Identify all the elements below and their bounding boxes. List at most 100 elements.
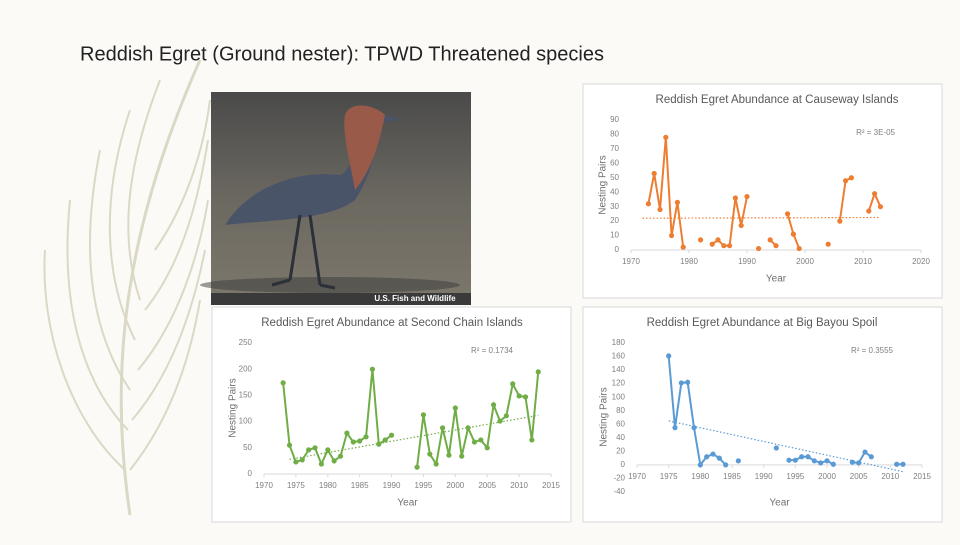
chart-panel [582, 306, 943, 523]
y-tick-label: 20 [616, 446, 625, 455]
x-tick-label: 1970 [622, 257, 640, 266]
data-point [293, 459, 299, 465]
y-tick-label: 0 [248, 469, 253, 478]
x-tick-label: 2015 [542, 481, 560, 490]
y-tick-label: 60 [616, 419, 625, 428]
data-point [786, 457, 792, 463]
y-tick-label: 50 [610, 173, 619, 182]
x-tick-label: 2000 [796, 257, 814, 266]
data-point [376, 441, 382, 447]
data-point [414, 464, 420, 470]
x-tick-label: 2000 [446, 481, 464, 490]
data-point [669, 232, 675, 239]
data-point [756, 245, 762, 252]
data-point [727, 243, 733, 249]
r-squared: R² = 0.1734 [471, 346, 514, 355]
trendline [642, 216, 881, 219]
x-tick-label: 2010 [854, 257, 872, 266]
y-tick-label: 10 [610, 231, 619, 240]
y-tick-label: 0 [615, 245, 620, 254]
y-tick-label: -20 [613, 474, 625, 483]
data-point [657, 206, 663, 213]
x-tick-label: 1970 [628, 472, 646, 481]
data-point [522, 394, 529, 400]
data-point [685, 379, 691, 385]
data-point [331, 458, 337, 464]
data-point [459, 453, 465, 459]
y-axis-title: Nesting Pairs [228, 378, 239, 437]
data-point [471, 439, 478, 445]
y-tick-label: -40 [613, 487, 625, 496]
data-point [900, 461, 906, 467]
data-point [716, 455, 722, 461]
feather-decoration [43, 59, 211, 516]
data-point [877, 204, 884, 210]
chart: Reddish Egret Abundance at Second Chain … [211, 306, 572, 523]
x-tick-label: 2010 [881, 472, 899, 481]
data-point [678, 380, 684, 386]
trendline [289, 414, 539, 460]
data-point [427, 451, 433, 457]
x-tick-label: 1995 [415, 481, 433, 490]
data-point [651, 170, 657, 177]
data-point [497, 418, 503, 424]
x-tick-label: 1990 [383, 481, 401, 490]
x-tick-label: 2010 [510, 481, 528, 490]
data-point [785, 211, 791, 217]
data-point [357, 438, 363, 444]
data-point [363, 434, 369, 440]
data-point [344, 430, 350, 436]
data-point [849, 459, 855, 465]
data-point [672, 425, 678, 431]
data-point [280, 380, 286, 386]
data-point [735, 458, 741, 464]
data-line [667, 355, 903, 468]
data-point [478, 437, 484, 443]
data-point [666, 353, 672, 359]
y-tick-label: 90 [610, 115, 619, 124]
chart-title: Reddish Egret Abundance at Causeway Isla… [656, 94, 899, 106]
data-point [715, 237, 721, 243]
photo-credit: U.S. Fish and Wildlife [374, 294, 456, 303]
data-point [286, 442, 293, 448]
y-tick-label: 80 [616, 406, 625, 415]
data-point [535, 369, 541, 375]
data-point [732, 195, 739, 201]
x-tick-label: 1985 [723, 472, 741, 481]
data-point [529, 437, 535, 443]
y-tick-label: 50 [243, 443, 252, 452]
data-point [433, 461, 439, 467]
x-tick-label: 1975 [287, 481, 305, 490]
x-tick-label: 2005 [850, 472, 868, 481]
y-tick-label: 40 [616, 433, 625, 442]
y-tick-label: 120 [612, 379, 626, 388]
data-point [773, 243, 779, 249]
data-point [848, 175, 855, 181]
chart-panel [582, 83, 943, 299]
data-point [796, 245, 802, 252]
x-axis-title: Year [397, 498, 418, 509]
y-tick-label: 250 [239, 338, 253, 347]
x-tick-label: 1970 [255, 481, 273, 490]
data-point [824, 458, 830, 464]
data-point [698, 237, 704, 243]
data-point [484, 445, 490, 451]
chart-panel [211, 306, 572, 523]
data-point [446, 452, 452, 458]
x-tick-label: 1995 [786, 472, 804, 481]
y-tick-label: 140 [612, 365, 626, 374]
r-squared: R² = 3E-05 [856, 128, 895, 137]
data-point [818, 460, 824, 466]
data-point [811, 458, 817, 464]
x-tick-label: 1990 [738, 257, 756, 266]
data-point [862, 449, 868, 455]
data-point [723, 462, 729, 468]
y-tick-label: 70 [610, 144, 619, 153]
y-tick-label: 100 [612, 392, 626, 401]
photo: U.S. Fish and Wildlife [200, 92, 471, 305]
data-point [420, 412, 427, 418]
data-point [790, 231, 797, 237]
data-point [697, 462, 703, 468]
y-tick-label: 100 [239, 417, 253, 426]
data-point [691, 425, 697, 431]
